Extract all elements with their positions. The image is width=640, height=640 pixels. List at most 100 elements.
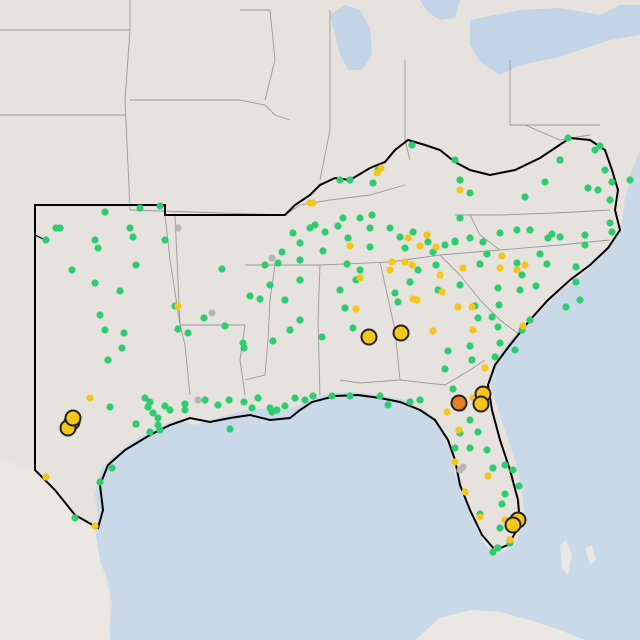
yellow-dot-marker[interactable] [459, 264, 467, 272]
green-dot-marker[interactable] [516, 286, 524, 294]
yellow-dot-marker[interactable] [429, 327, 437, 335]
green-dot-marker[interactable] [146, 428, 154, 436]
yellow-dot-marker[interactable] [373, 169, 381, 177]
green-dot-marker[interactable] [214, 401, 222, 409]
green-dot-marker[interactable] [532, 282, 540, 290]
gray-dot-marker[interactable] [174, 224, 182, 232]
green-dot-marker[interactable] [296, 316, 304, 324]
green-dot-marker[interactable] [346, 392, 354, 400]
yellow-dot-marker[interactable] [436, 271, 444, 279]
green-dot-marker[interactable] [289, 229, 297, 237]
yellow-dot-marker[interactable] [408, 261, 416, 269]
green-dot-marker[interactable] [521, 193, 529, 201]
green-dot-marker[interactable] [515, 482, 523, 490]
green-dot-marker[interactable] [513, 226, 521, 234]
green-dot-marker[interactable] [311, 221, 319, 229]
green-dot-marker[interactable] [509, 466, 517, 474]
green-dot-marker[interactable] [441, 365, 449, 373]
green-dot-marker[interactable] [318, 333, 326, 341]
green-dot-marker[interactable] [154, 421, 162, 429]
green-dot-marker[interactable] [341, 304, 349, 312]
green-dot-marker[interactable] [184, 329, 192, 337]
yellow-dot-marker[interactable] [416, 242, 424, 250]
green-dot-marker[interactable] [161, 402, 169, 410]
green-dot-marker[interactable] [441, 241, 449, 249]
green-dot-marker[interactable] [501, 490, 509, 498]
green-dot-marker[interactable] [541, 178, 549, 186]
yellow-dot-marker[interactable] [496, 264, 504, 272]
green-dot-marker[interactable] [491, 353, 499, 361]
yellow-dot-marker[interactable] [521, 261, 529, 269]
green-dot-marker[interactable] [466, 444, 474, 452]
green-dot-marker[interactable] [154, 414, 162, 422]
green-dot-marker[interactable] [240, 398, 248, 406]
green-dot-marker[interactable] [281, 296, 289, 304]
green-dot-marker[interactable] [606, 219, 614, 227]
yellow-dot-marker[interactable] [481, 364, 489, 372]
green-dot-marker[interactable] [132, 420, 140, 428]
green-dot-marker[interactable] [68, 266, 76, 274]
yellow-dot-marker[interactable] [513, 266, 521, 274]
yellow-dot-marker[interactable] [432, 243, 440, 251]
green-dot-marker[interactable] [346, 176, 354, 184]
green-dot-marker[interactable] [494, 284, 502, 292]
green-dot-marker[interactable] [356, 266, 364, 274]
green-dot-marker[interactable] [336, 286, 344, 294]
yellow-dot-marker[interactable] [42, 473, 50, 481]
green-dot-marker[interactable] [201, 396, 209, 404]
green-dot-marker[interactable] [254, 394, 262, 402]
yellow-dot-marker[interactable] [469, 326, 477, 334]
green-dot-marker[interactable] [71, 514, 79, 522]
green-dot-marker[interactable] [248, 404, 256, 412]
green-dot-marker[interactable] [606, 196, 614, 204]
green-dot-marker[interactable] [296, 276, 304, 284]
green-dot-marker[interactable] [432, 261, 440, 269]
yellow-dot-marker[interactable] [438, 288, 446, 296]
green-dot-marker[interactable] [366, 224, 374, 232]
green-dot-marker[interactable] [218, 265, 226, 273]
green-dot-marker[interactable] [466, 234, 474, 242]
green-dot-marker[interactable] [149, 409, 157, 417]
green-dot-marker[interactable] [94, 244, 102, 252]
yellow-dot-marker[interactable] [413, 296, 421, 304]
yellow-dot-marker[interactable] [386, 266, 394, 274]
green-dot-marker[interactable] [556, 156, 564, 164]
green-dot-marker[interactable] [116, 287, 124, 295]
green-dot-marker[interactable] [356, 214, 364, 222]
orange-circle-marker[interactable] [450, 394, 468, 412]
green-dot-marker[interactable] [556, 233, 564, 241]
gray-dot-marker[interactable] [456, 466, 464, 474]
yellow-dot-marker[interactable] [352, 305, 360, 313]
yellow-circle-marker[interactable] [472, 395, 490, 413]
green-dot-marker[interactable] [239, 339, 247, 347]
green-dot-marker[interactable] [416, 396, 424, 404]
green-dot-marker[interactable] [301, 396, 309, 404]
green-dot-marker[interactable] [126, 224, 134, 232]
green-dot-marker[interactable] [409, 228, 417, 236]
green-dot-marker[interactable] [451, 238, 459, 246]
gray-dot-marker[interactable] [194, 396, 202, 404]
green-dot-marker[interactable] [343, 260, 351, 268]
green-dot-marker[interactable] [451, 156, 459, 164]
green-dot-marker[interactable] [466, 342, 474, 350]
green-dot-marker[interactable] [626, 176, 634, 184]
green-dot-marker[interactable] [156, 202, 164, 210]
green-dot-marker[interactable] [166, 406, 174, 414]
green-dot-marker[interactable] [496, 524, 504, 532]
green-dot-marker[interactable] [406, 278, 414, 286]
green-dot-marker[interactable] [513, 259, 521, 267]
green-dot-marker[interactable] [336, 176, 344, 184]
yellow-dot-marker[interactable] [401, 258, 409, 266]
green-dot-marker[interactable] [489, 548, 497, 556]
green-dot-marker[interactable] [246, 292, 254, 300]
yellow-dot-marker[interactable] [484, 472, 492, 480]
green-dot-marker[interactable] [132, 261, 140, 269]
yellow-dot-marker[interactable] [461, 488, 469, 496]
green-dot-marker[interactable] [281, 402, 289, 410]
green-dot-marker[interactable] [456, 214, 464, 222]
green-dot-marker[interactable] [451, 444, 459, 452]
yellow-dot-marker[interactable] [346, 242, 354, 250]
green-dot-marker[interactable] [572, 278, 580, 286]
green-dot-marker[interactable] [591, 146, 599, 154]
